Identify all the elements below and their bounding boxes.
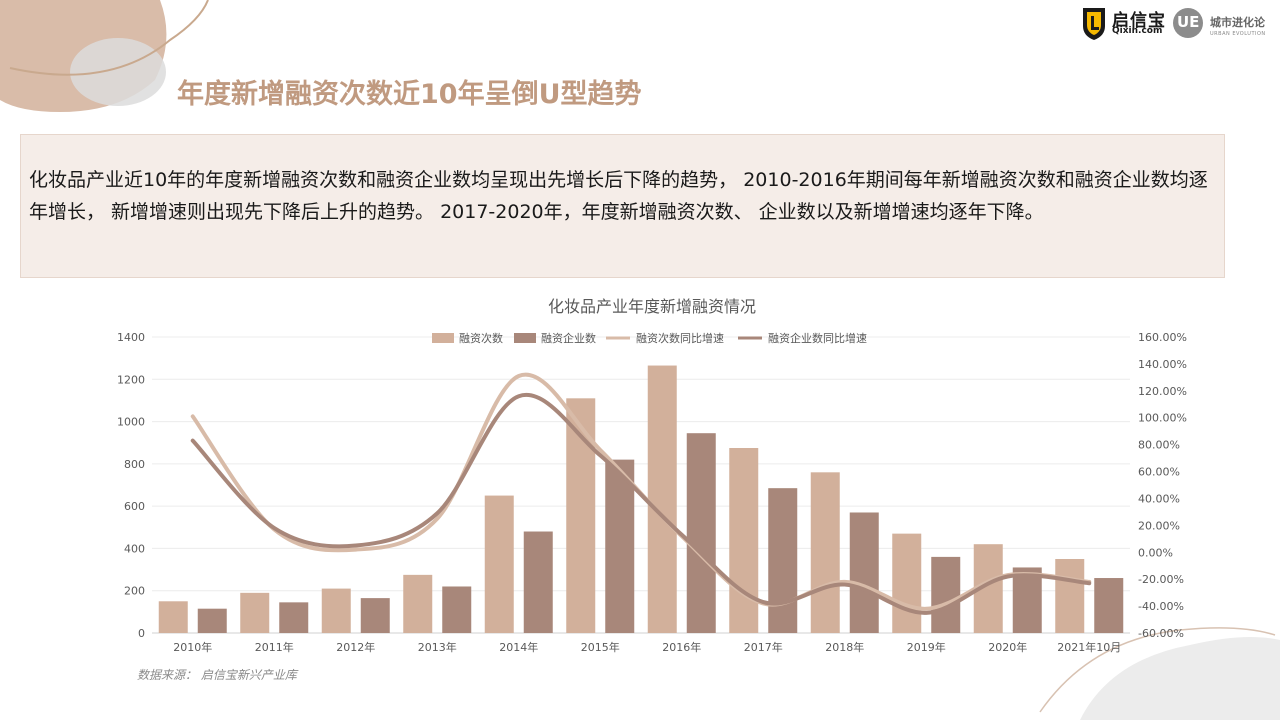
y-right-tick-label: -20.00% [1138,573,1184,586]
legend-label: 融资企业数 [541,331,596,345]
qixin-logo-name: 启信宝 [1112,11,1166,31]
bar-financing-company [768,488,798,633]
ue-circle-icon [1173,8,1203,38]
chart-title: 化妆品产业年度新增融资情况 [548,297,756,316]
chart-gridlines [152,336,1130,634]
x-tick-label: 2017年 [744,640,783,654]
y-right-tick-label: 160.00% [1138,331,1187,344]
bottom-right-blob [1080,636,1280,720]
bar-financing-count [158,601,188,633]
y-right-tick-label: 80.00% [1138,439,1180,452]
x-tick-label: 2020年 [988,640,1027,654]
legend-label: 融资企业数同比增速 [768,331,867,345]
y-right-tick-label: 40.00% [1138,492,1180,505]
legend-swatch [432,333,454,343]
bar-financing-company [1094,578,1124,633]
bar-financing-count [403,574,433,633]
y-right-tick-label: 120.00% [1138,385,1187,398]
y-right-tick-label: 140.00% [1138,358,1187,371]
bar-financing-company [442,586,472,633]
ue-logo-sub: URBAN EVOLUTION [1210,31,1266,37]
bar-financing-count [810,472,840,633]
x-tick-label: 2014年 [499,640,538,654]
legend-label: 融资次数 [459,331,503,345]
y-right-tick-label: 20.00% [1138,519,1180,532]
y-right-tick-label: -60.00% [1138,627,1184,640]
bar-financing-company [931,556,961,633]
x-tick-label: 2021年10月 [1057,640,1121,654]
x-tick-label: 2018年 [825,640,864,654]
summary-text: 化妆品产业近10年的年度新增融资次数和融资企业数均呈现出先增长后下降的趋势， 2… [29,169,1208,223]
qixin-logo-domain: Qixin.com [1112,26,1163,36]
y-left-tick-label: 400 [124,542,145,555]
chart-legend: 融资次数 融资企业数 融资次数同比增速 融资企业数同比增速 [432,331,867,345]
y-left-tick-label: 0 [138,627,145,640]
x-tick-label: 2016年 [662,640,701,654]
x-tick-label: 2013年 [418,640,457,654]
bar-financing-company [849,512,879,633]
bar-financing-count [729,448,759,633]
y-left-tick-label: 800 [124,458,145,471]
y-left-tick-label: 1400 [117,331,145,344]
bar-financing-company [197,608,227,633]
y-left-tick-label: 200 [124,585,145,598]
x-tick-label: 2011年 [255,640,294,654]
line-company-growth [190,392,1092,615]
chart-bars [158,365,1124,633]
page-title: 年度新增融资次数近10年呈倒U型趋势 [177,79,642,110]
bar-financing-company [1012,567,1042,633]
bottom-right-curve [1039,627,1276,713]
bar-financing-company [279,602,309,633]
legend-swatch [514,333,536,343]
bar-financing-count [1055,559,1085,633]
header-logos: 启信宝 Qixin.com UE 城市进化论 URBAN EVOLUTION [1078,4,1278,44]
x-tick-label: 2015年 [581,640,620,654]
x-tick-label: 2019年 [907,640,946,654]
bar-financing-count [892,533,922,633]
x-tick-label: 2010年 [173,640,212,654]
legend-label: 融资次数同比增速 [636,331,724,345]
y-left-tick-label: 1000 [117,416,145,429]
bar-financing-company [605,459,635,633]
bar-financing-company [523,531,553,633]
bar-financing-count [321,588,351,633]
bar-financing-count [484,495,514,633]
y-left-tick-label: 600 [124,500,145,513]
y-right-tick-label: -40.00% [1138,600,1184,613]
ue-logo-name: 城市进化论 [1210,16,1265,29]
y-right-tick-label: 100.00% [1138,412,1187,425]
x-tick-label: 2012年 [336,640,375,654]
y-left-tick-label: 1200 [117,373,145,386]
y-right-tick-label: 0.00% [1138,546,1173,559]
bar-financing-count [240,592,270,633]
chart-axes: 0 200 400 600 800 1000 1200 1400 -60.00% -40.00% -… [117,331,1187,654]
y-right-tick-label: 60.00% [1138,466,1180,479]
line-count-growth [190,372,1092,611]
top-left-grey-blob [70,38,166,106]
bar-financing-company [686,433,716,633]
data-source-note: 数据来源： 启信宝新兴产业库 [137,668,297,682]
logo-marks [1083,8,1203,40]
top-left-curve [9,0,209,76]
chart-lines [190,372,1092,615]
summary-box: 化妆品产业近10年的年度新增融资次数和融资企业数均呈现出先增长后下降的趋势， 2… [20,134,1225,278]
bar-financing-company [360,598,390,633]
bar-financing-count [647,365,677,633]
ue-logo-mark: UE [1177,13,1200,31]
